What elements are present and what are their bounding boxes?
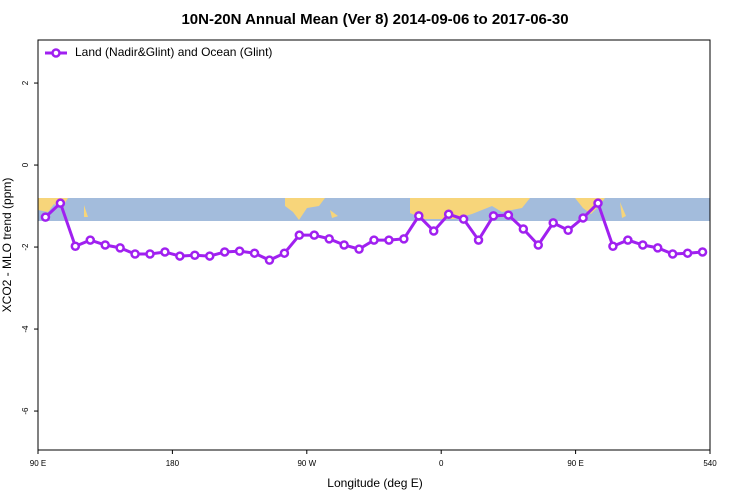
- data-point: [608, 241, 618, 251]
- data-point: [145, 249, 155, 259]
- y-axis-label: XCO2 - MLO trend (ppm): [0, 178, 14, 313]
- plot-frame: [37, 39, 711, 451]
- data-point: [219, 247, 230, 257]
- data-point: [638, 240, 648, 250]
- data-point: [115, 243, 125, 253]
- data-point: [488, 211, 499, 221]
- x-tick-label: 90 E: [567, 459, 583, 468]
- data-point: [175, 251, 185, 261]
- data-point: [578, 213, 588, 223]
- data-point: [428, 226, 439, 236]
- data-point: [652, 243, 663, 253]
- y-tick-label: -2: [21, 243, 30, 251]
- data-point: [130, 249, 140, 259]
- y-tick-label: 2: [21, 80, 30, 85]
- data-point: [399, 234, 409, 244]
- data-point: [160, 247, 170, 257]
- data-point: [249, 248, 260, 258]
- data-point: [55, 198, 66, 208]
- data-point: [354, 244, 364, 254]
- x-tick-label: 90 E: [30, 459, 46, 468]
- data-point: [563, 225, 573, 235]
- data-point: [623, 235, 633, 245]
- data-point: [667, 249, 678, 259]
- data-point: [697, 247, 708, 257]
- data-point: [548, 218, 558, 228]
- y-tick-label: -6: [21, 407, 30, 415]
- data-point: [279, 248, 290, 258]
- data-point: [369, 235, 379, 245]
- x-tick-label: 540: [703, 459, 717, 468]
- data-point: [682, 248, 693, 258]
- data-point: [70, 241, 81, 251]
- data-point: [190, 250, 200, 260]
- x-tick-label: 0: [439, 459, 444, 468]
- data-point: [473, 235, 484, 245]
- data-point: [443, 209, 454, 219]
- data-point: [384, 235, 394, 245]
- y-tick-label: 0: [21, 162, 30, 167]
- data-point: [518, 224, 529, 234]
- data-point: [324, 234, 334, 244]
- data-point: [533, 240, 544, 250]
- data-point: [234, 246, 245, 256]
- data-point: [100, 240, 110, 250]
- data-point: [294, 230, 305, 240]
- legend-label: Land (Nadir&Glint) and Ocean (Glint): [75, 45, 272, 59]
- x-tick-label: 90 W: [297, 459, 316, 468]
- data-point: [309, 230, 320, 240]
- x-axis-label: Longitude (deg E): [327, 476, 422, 490]
- legend-marker: [51, 48, 61, 58]
- data-point: [414, 211, 424, 221]
- chart-title: 10N-20N Annual Mean (Ver 8) 2014-09-06 t…: [181, 11, 568, 28]
- x-tick-label: 180: [166, 459, 180, 468]
- data-point: [40, 212, 51, 222]
- data-point: [503, 210, 514, 220]
- data-point: [339, 240, 349, 250]
- map-band: [38, 198, 710, 221]
- data-point: [264, 255, 275, 265]
- data-point: [458, 214, 469, 224]
- data-point: [85, 235, 96, 245]
- y-tick-label: -4: [21, 325, 30, 333]
- data-point: [204, 251, 215, 261]
- data-point: [593, 198, 603, 208]
